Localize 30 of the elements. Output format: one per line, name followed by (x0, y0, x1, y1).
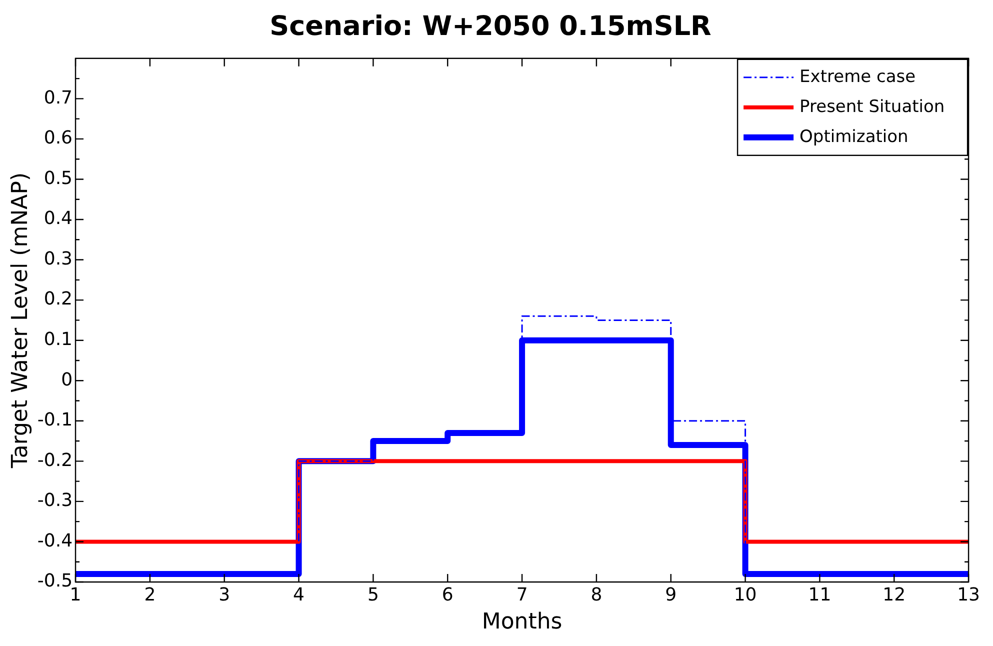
x-tick-label: 12 (882, 584, 906, 606)
x-tick-label: 8 (590, 584, 602, 606)
x-tick-label: 9 (665, 584, 677, 606)
y-tick-label: 0.6 (44, 128, 73, 149)
y-tick-label: 0 (61, 369, 73, 390)
y-tick-label: -0.3 (37, 490, 73, 512)
x-axis-title: Months (482, 610, 562, 635)
y-tick-label: 0.1 (44, 329, 73, 350)
x-tick-label: 13 (957, 584, 980, 606)
x-tick-label: 4 (293, 584, 305, 606)
legend-label: Present Situation (800, 96, 945, 117)
y-tick-label: 0.7 (44, 87, 73, 108)
y-tick-label: 0.3 (44, 248, 73, 270)
y-tick-label: 0.5 (44, 168, 73, 189)
y-tick-label: 0.2 (44, 288, 73, 310)
legend-label: Extreme case (800, 66, 916, 87)
y-tick-label: -0.4 (37, 530, 73, 552)
chart-title: Scenario: W+2050 0.15mSLR (270, 11, 712, 42)
y-tick-label: -0.2 (37, 450, 73, 471)
x-tick-label: 5 (367, 584, 379, 606)
x-tick-label: 10 (734, 584, 757, 606)
x-tick-label: 11 (808, 584, 832, 606)
x-tick-label: 6 (442, 584, 454, 606)
legend-label: Optimization (800, 126, 908, 147)
y-axis-title: Target Water Level (mNAP) (8, 172, 33, 469)
x-tick-label: 3 (218, 584, 230, 606)
y-tick-label: -0.1 (37, 410, 73, 431)
x-tick-label: 7 (516, 584, 528, 606)
y-tick-label: 0.4 (44, 208, 73, 230)
x-tick-label: 2 (144, 584, 156, 606)
